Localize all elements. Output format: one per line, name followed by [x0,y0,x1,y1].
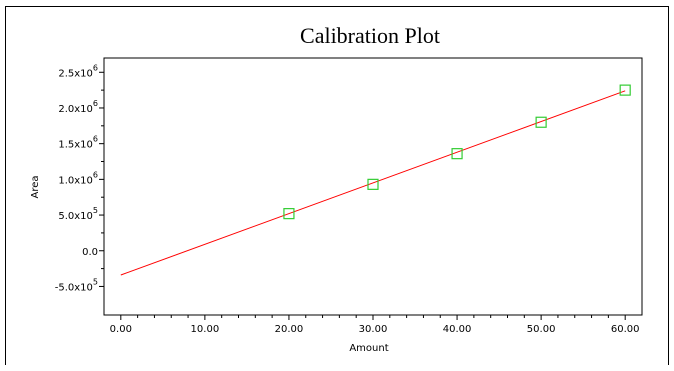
y-tick-label: 1.0x106 [58,170,98,186]
y-tick-label: 2.5x106 [58,63,98,79]
fit-line-group [120,90,626,276]
x-tick-label: 20.00 [275,324,304,335]
chart-frame [5,6,669,365]
x-tick-label: 60.00 [611,324,640,335]
y-tick-label: 0.0 [82,247,98,258]
x-axis-label: Amount [349,343,388,354]
data-points [283,84,631,220]
x-tick-label: 50.00 [527,324,556,335]
calibration-point [283,208,295,220]
x-tick-label: 10.00 [191,324,220,335]
calibration-point [367,178,379,190]
calibration-point [535,116,547,128]
y-axis-label: Area [30,175,41,198]
calibration-point [619,84,631,96]
x-tick-label: 30.00 [359,324,388,335]
x-tick-label: 40.00 [443,324,472,335]
y-tick-label: -5.0x105 [55,277,98,293]
chart-title: Calibration Plot [300,23,440,48]
plot-area [103,57,643,316]
y-tick-label: 2.0x106 [58,99,98,115]
x-axis: 0.00 10.00 20.00 30.00 40.00 50.00 60.00 [110,315,640,335]
calibration-point [451,148,463,160]
y-axis: -5.0x105 0.0 5.0x105 1.0x106 1.5x106 2.0x106 2… [55,63,104,293]
y-tick-label: 1.5x106 [58,135,98,151]
calibration-fit-line [120,90,626,276]
y-tick-label: 5.0x105 [58,206,98,222]
x-tick-label: 0.00 [110,324,132,335]
